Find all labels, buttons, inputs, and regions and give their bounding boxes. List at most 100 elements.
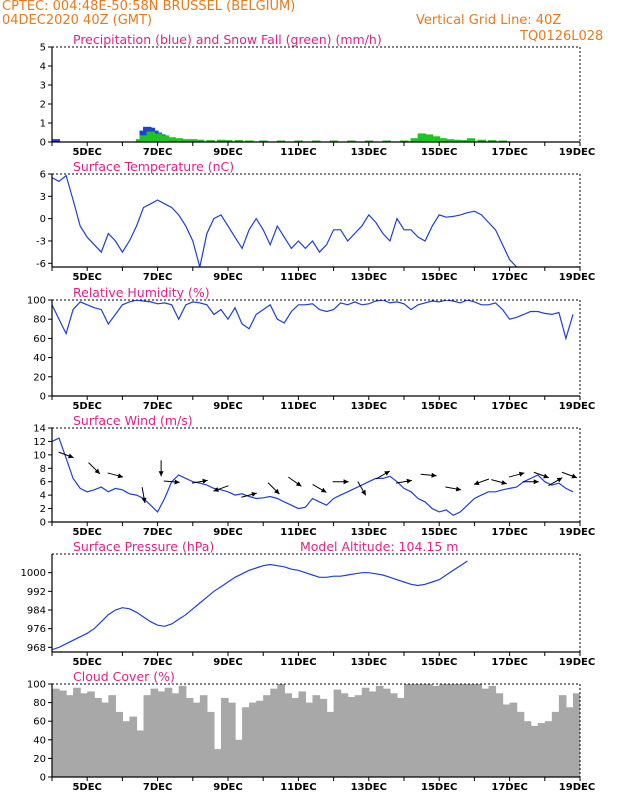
wind-arrow bbox=[396, 478, 412, 484]
y-tick-label: 8 bbox=[40, 464, 46, 475]
cloud-bar bbox=[481, 688, 490, 777]
y-tick-label: 40 bbox=[33, 735, 46, 746]
x-tick-label: 13DEC bbox=[351, 401, 387, 412]
bar-snow-fall bbox=[452, 139, 462, 142]
x-tick-label: 11DEC bbox=[280, 147, 316, 158]
cloud-bar bbox=[59, 690, 67, 777]
cloud-bar bbox=[544, 721, 553, 777]
x-tick-label: 5DEC bbox=[72, 147, 101, 158]
y-tick-label: 0 bbox=[40, 773, 46, 784]
bar-snow-fall bbox=[410, 138, 420, 142]
x-tick-label: 15DEC bbox=[421, 782, 457, 793]
cloud-bar bbox=[361, 687, 370, 777]
header-run-date: 04DEC2020 40Z (GMT) bbox=[2, 13, 153, 28]
bar-snow-fall bbox=[498, 140, 508, 142]
bar-snow-fall bbox=[431, 136, 441, 142]
x-tick-label: 7DEC bbox=[143, 657, 172, 668]
x-tick-label: 7DEC bbox=[143, 401, 172, 412]
wind-arrow bbox=[241, 491, 257, 498]
bar-snow-fall bbox=[174, 138, 184, 142]
cloud-bar bbox=[150, 688, 159, 777]
cloud-bar bbox=[143, 695, 152, 777]
bar-snow-fall bbox=[224, 140, 233, 142]
x-tick-label: 11DEC bbox=[280, 657, 316, 668]
plot-area bbox=[52, 684, 580, 777]
cloud-bar bbox=[460, 684, 468, 777]
x-tick-label: 9DEC bbox=[213, 147, 242, 158]
panel-title: Surface Pressure (hPa) bbox=[73, 539, 214, 554]
cloud-bar bbox=[66, 695, 74, 777]
wind-arrow bbox=[473, 478, 490, 486]
cloud-bar bbox=[185, 697, 194, 777]
x-tick-label: 13DEC bbox=[351, 272, 387, 283]
cloud-bar bbox=[157, 691, 166, 777]
y-tick-label: 0 bbox=[40, 518, 46, 529]
wind-arrow bbox=[445, 486, 462, 492]
x-tick-label: 17DEC bbox=[491, 782, 527, 793]
x-tick-label: 5DEC bbox=[72, 527, 101, 538]
x-tick-label: 11DEC bbox=[280, 272, 316, 283]
panel-title: Surface Wind (m/s) bbox=[73, 413, 193, 428]
x-tick-label: 9DEC bbox=[213, 782, 242, 793]
series-line bbox=[52, 174, 518, 267]
plot-area bbox=[52, 560, 468, 651]
bar-snow-fall bbox=[294, 140, 303, 142]
x-tick-label: 7DEC bbox=[143, 147, 172, 158]
y-tick-label: 6 bbox=[40, 477, 46, 488]
x-tick-label: 13DEC bbox=[351, 782, 387, 793]
x-tick-label: 9DEC bbox=[213, 401, 242, 412]
plot-area bbox=[52, 126, 508, 142]
x-tick-label: 5DEC bbox=[72, 272, 101, 283]
wind-arrow bbox=[58, 451, 74, 459]
header-grid-note: Vertical Grid Line: 40Z bbox=[416, 13, 562, 28]
x-tick-label: 5DEC bbox=[72, 657, 101, 668]
x-tick-label: 19DEC bbox=[559, 401, 595, 412]
cloud-bar bbox=[129, 716, 138, 777]
cloud-bar bbox=[235, 739, 243, 777]
y-tick-label: 100 bbox=[27, 296, 46, 307]
y-tick-label: 80 bbox=[33, 315, 46, 326]
y-tick-label: 2 bbox=[40, 504, 46, 515]
bar-snow-fall bbox=[139, 135, 149, 142]
wind-arrow bbox=[420, 472, 437, 478]
bar-snow-fall bbox=[417, 133, 427, 142]
wind-arrow bbox=[88, 462, 101, 475]
bar-snow-fall bbox=[146, 131, 156, 142]
wind-arrow bbox=[191, 478, 208, 484]
y-tick-label: 0 bbox=[40, 392, 46, 403]
wind-arrow bbox=[267, 482, 280, 495]
cloud-bar bbox=[432, 685, 440, 777]
y-tick-label: 4 bbox=[40, 491, 46, 502]
x-tick-label: 13DEC bbox=[351, 527, 387, 538]
y-tick-label: 14 bbox=[33, 424, 46, 435]
y-tick-label: 1 bbox=[40, 119, 46, 130]
cloud-bar bbox=[453, 684, 461, 777]
x-tick-label: 17DEC bbox=[491, 272, 527, 283]
x-tick-label: 15DEC bbox=[421, 527, 457, 538]
y-tick-label: 4 bbox=[40, 62, 46, 73]
cloud-bar bbox=[270, 688, 278, 777]
bar-snow-fall bbox=[477, 139, 486, 142]
x-tick-label: 11DEC bbox=[280, 401, 316, 412]
wind-arrow bbox=[288, 476, 302, 487]
wind-arrow bbox=[522, 479, 539, 485]
y-tick-label: 992 bbox=[27, 587, 46, 598]
x-tick-label: 15DEC bbox=[421, 147, 457, 158]
cloud-bar bbox=[537, 723, 546, 777]
cloud-bar bbox=[502, 704, 511, 777]
bar-snow-fall bbox=[160, 135, 170, 142]
y-tick-label: 0 bbox=[40, 138, 46, 149]
cloud-bar bbox=[80, 693, 88, 777]
bar-snow-fall bbox=[329, 140, 339, 142]
x-tick-label: 15DEC bbox=[421, 401, 457, 412]
cloud-bar bbox=[305, 702, 314, 777]
wind-arrow bbox=[548, 477, 563, 487]
x-tick-label: 15DEC bbox=[421, 272, 457, 283]
cloud-bar bbox=[530, 725, 539, 777]
panel-title: Surface Temperature (nC) bbox=[73, 159, 234, 174]
cloud-bar bbox=[523, 721, 532, 777]
x-tick-label: 17DEC bbox=[491, 147, 527, 158]
bar-snow-fall bbox=[216, 139, 226, 142]
x-tick-label: 7DEC bbox=[143, 272, 172, 283]
x-tick-label: 7DEC bbox=[143, 782, 172, 793]
